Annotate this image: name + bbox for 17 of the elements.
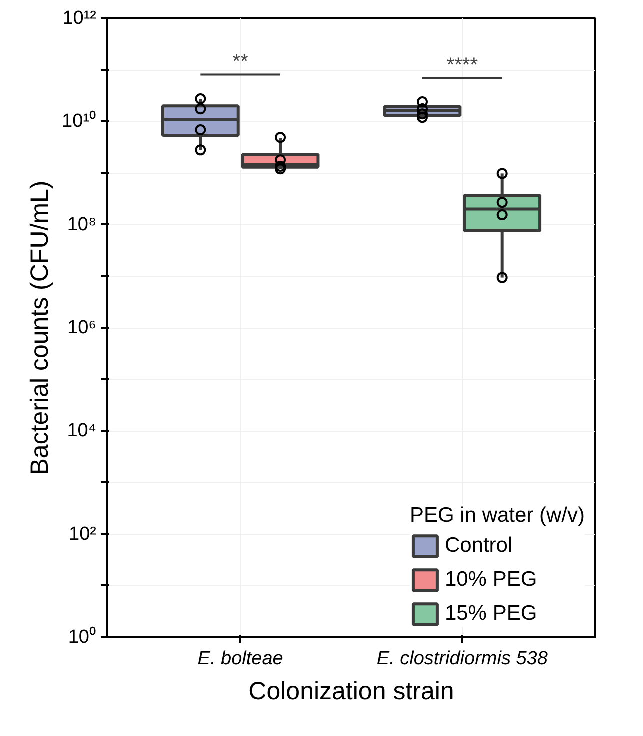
legend-label: 10% PEG [444,568,538,592]
y-tick-label: 10⁸ [67,214,97,236]
x-tick-label: E. clostridiormis 538 [376,648,548,670]
y-tick-label: 10¹² [62,8,97,29]
y-tick-label: 10⁰ [68,626,97,648]
y-tick-label: 10² [69,524,97,545]
annotation: ** [232,50,249,73]
x-axis-title: Colonization strain [248,678,454,706]
legend-label: Control [444,534,513,558]
y-axis-title: Bacterial counts (CFU/mL) [26,180,54,476]
annotation: **** [446,54,478,76]
legend-title: PEG in water (w/v) [410,504,585,528]
x-tick-label: E. bolteae [198,648,284,670]
y-tick-label: 10¹⁰ [62,110,97,132]
legend-label: 15% PEG [444,602,538,626]
y-tick-label: 10⁶ [68,318,97,338]
y-tick-label: 10⁴ [67,420,97,442]
